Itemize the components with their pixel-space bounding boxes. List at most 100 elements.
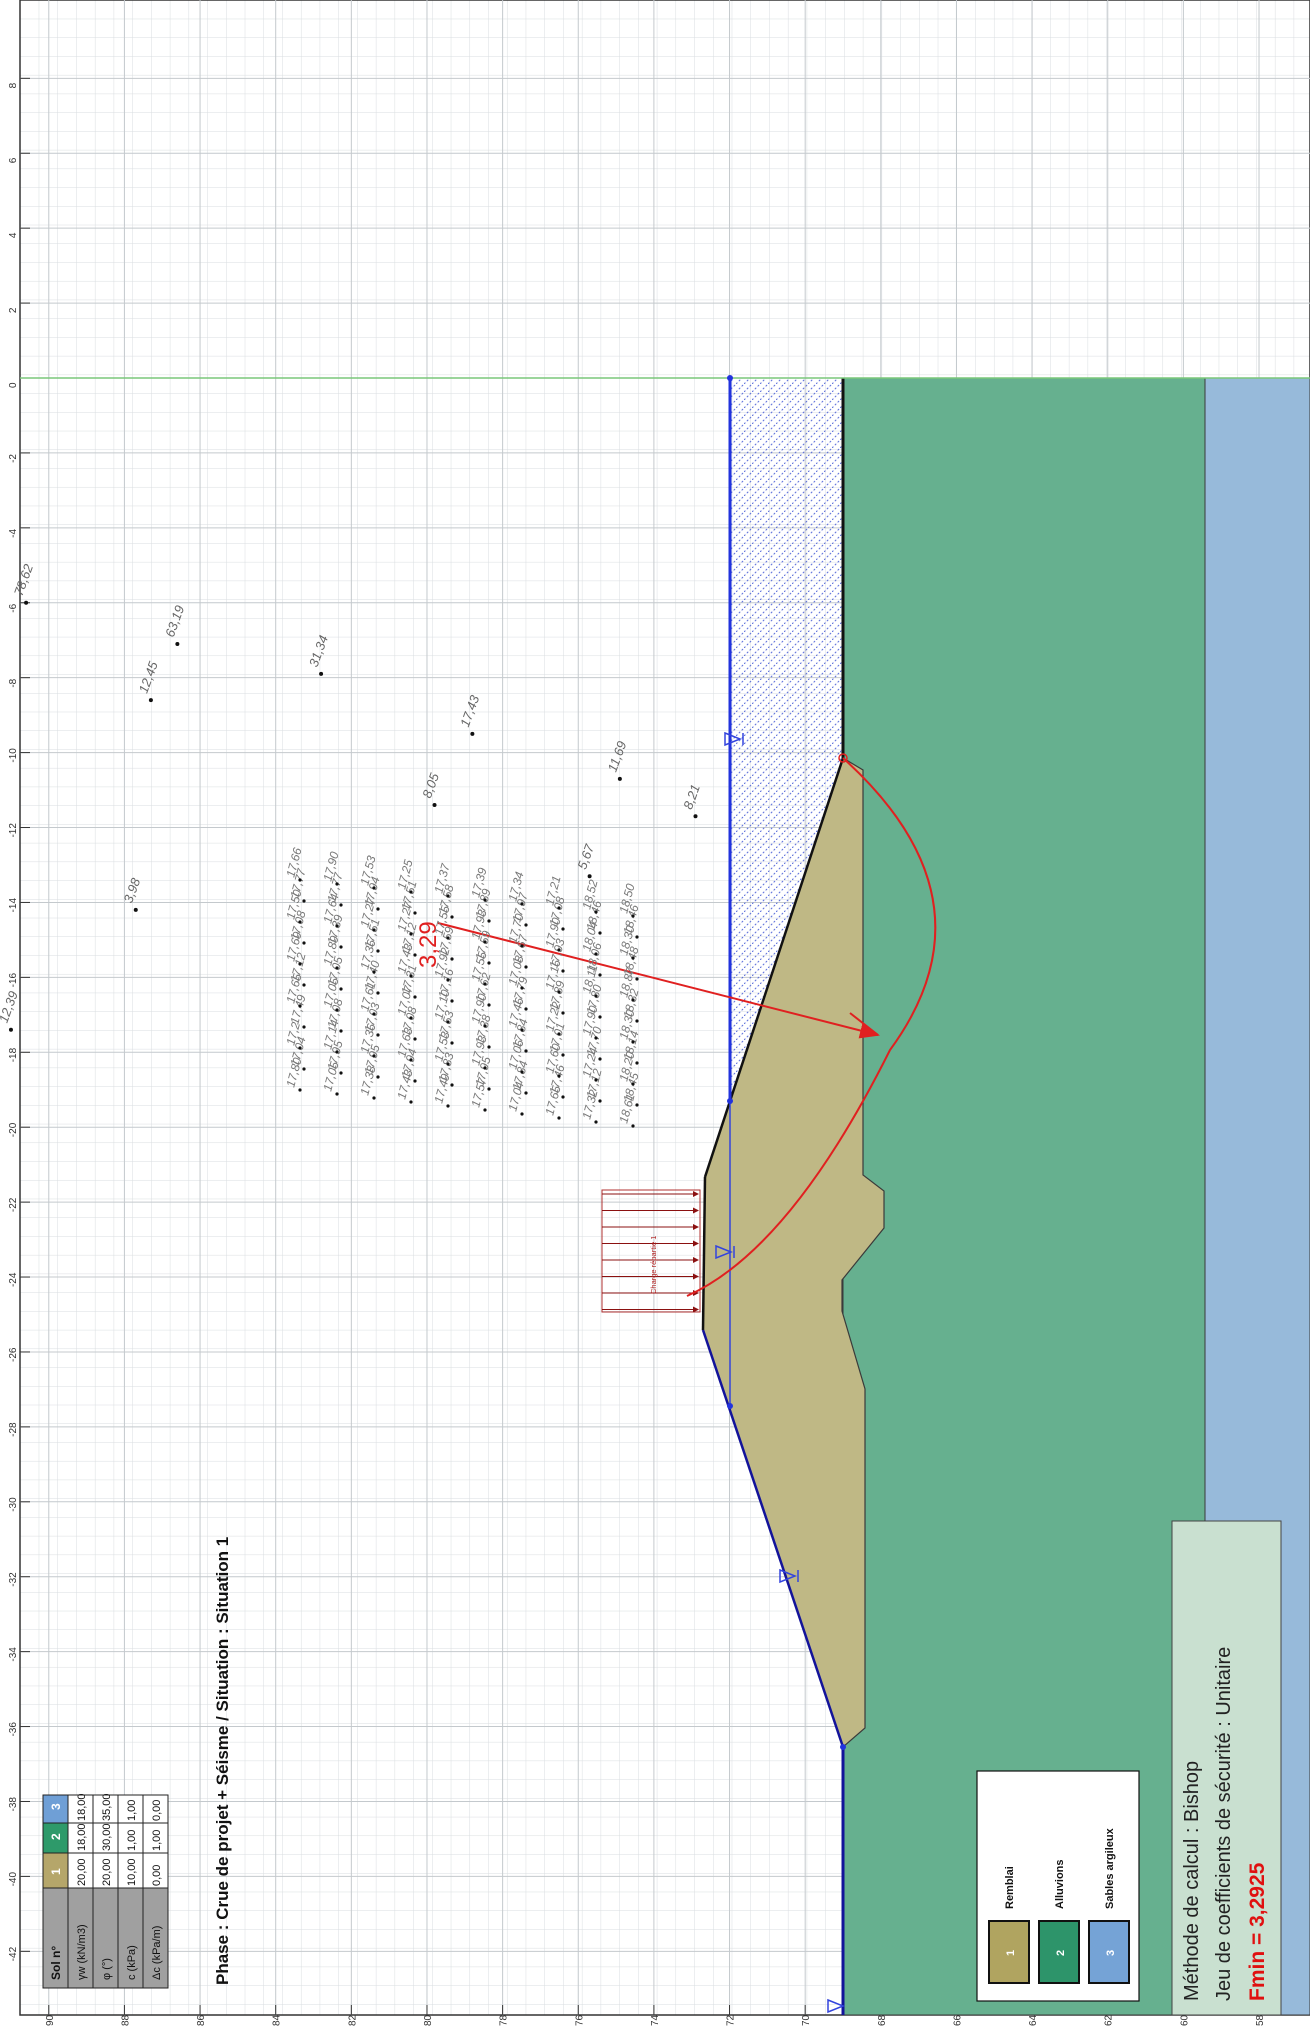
result-box: Méthode de calcul : Bishop Jeu de coeffi… — [1171, 1520, 1282, 2016]
load-area — [601, 1189, 701, 1313]
dense-center-factor-labels: 17,8017,0417,217,4917,6517,1217,6917,081… — [283, 846, 642, 1128]
circle-center-dot — [487, 961, 491, 965]
h-axis-tick-label: -34 — [8, 1647, 19, 1662]
circle-center-dot — [413, 1037, 417, 1041]
circle-center-dot — [413, 911, 417, 915]
circle-center-dot — [483, 940, 487, 944]
circle-center-dot — [557, 906, 561, 910]
circle-center-dot — [587, 874, 592, 879]
circle-center-dot — [148, 698, 153, 703]
circle-center-dot — [409, 1058, 413, 1062]
v-axis-tick-label: 88 — [120, 2014, 131, 2026]
circle-center-dot — [24, 600, 29, 605]
circle-center-dot — [376, 907, 380, 911]
result-box-frame — [1171, 1520, 1282, 2016]
h-axis-tick-label: -26 — [8, 1347, 19, 1362]
circle-center-dot — [635, 1103, 639, 1107]
soil-table-header-text: Sol n° — [49, 1946, 63, 1980]
circle-center-dot — [524, 965, 528, 969]
circle-center-dot — [635, 1019, 639, 1023]
h-axis-tick-label: -20 — [8, 1122, 19, 1137]
circle-center-dot — [483, 1066, 487, 1070]
h-axis-tick-label: -38 — [8, 1797, 19, 1812]
circle-center-dot — [487, 919, 491, 923]
water-body — [730, 378, 843, 1101]
fmin-text: Fmin = 3,2925 — [1246, 1862, 1269, 2001]
circle-center-dot — [372, 970, 376, 974]
circle-center-dot — [409, 1100, 413, 1104]
circle-center-dot — [175, 641, 180, 646]
h-axis-tick-label: -10 — [8, 748, 19, 763]
h-axis-tick-label: -30 — [8, 1497, 19, 1512]
h-axis-tick-label: -18 — [8, 1047, 19, 1062]
circle-center-dot — [520, 944, 524, 948]
circle-center-dot — [298, 920, 302, 924]
radius-line-2 — [849, 1012, 879, 1036]
h-axis-tick-label: -12 — [8, 823, 19, 838]
circle-center-dot — [594, 1120, 598, 1124]
v-axis-tick-label: 86 — [196, 2014, 207, 2026]
circle-center-dot — [561, 969, 565, 973]
soil-table-row-label: φ (°) — [101, 1958, 113, 1980]
circle-center-dot — [561, 1095, 565, 1099]
phreatic-point-1 — [727, 1098, 733, 1104]
soil-table-value: 10,00 — [126, 1858, 138, 1886]
legend-swatch — [1088, 1920, 1130, 1984]
circle-center-dot — [594, 910, 598, 914]
phreatic-point-3 — [840, 1744, 846, 1750]
circle-center-dot — [561, 1011, 565, 1015]
v-axis-tick-label: 76 — [574, 2014, 585, 2026]
circle-center-dot — [557, 948, 561, 952]
circle-center-dot — [598, 1099, 602, 1103]
circle-center-dot — [487, 1003, 491, 1007]
circle-center-dot — [520, 986, 524, 990]
circle-center-dot — [372, 1054, 376, 1058]
circle-center-dot — [635, 977, 639, 981]
legend-id: 2 — [1055, 1950, 1067, 1956]
legend-id: 3 — [1105, 1950, 1117, 1956]
h-axis-tick-label: 4 — [8, 232, 19, 238]
water-level-marker-icon — [779, 1568, 799, 1584]
soil-table-row-label: c (kPa) — [126, 1945, 138, 1980]
circle-center-dot — [409, 1016, 413, 1020]
legend-label: Remblai — [1004, 1866, 1016, 1909]
v-axis-tick-label: 82 — [347, 2014, 358, 2026]
circle-center-dot — [561, 1053, 565, 1057]
circle-center-dot — [409, 890, 413, 894]
circle-center-dot — [524, 1007, 528, 1011]
calc-method-text: Méthode de calcul : Bishop — [1181, 1761, 1203, 2001]
circle-center-dot — [372, 886, 376, 890]
circle-center-dot — [594, 1036, 598, 1040]
circle-center-dot — [598, 1057, 602, 1061]
circle-center-dot — [376, 1075, 380, 1079]
circle-center-dot — [483, 982, 487, 986]
circle-center-dot — [557, 1032, 561, 1036]
circle-center-dot — [631, 956, 635, 960]
circle-center-dot — [483, 1024, 487, 1028]
circle-center-dot — [335, 924, 339, 928]
soil-layers — [702, 377, 1310, 2016]
v-axis-tick-label: 60 — [1179, 2014, 1190, 2026]
load-label: Charge répartie 1 — [649, 1236, 658, 1294]
v-axis-tick-label: 80 — [423, 2014, 434, 2026]
circle-center-dot — [335, 1092, 339, 1096]
circle-center-dot — [557, 1116, 561, 1120]
circle-center-dot — [598, 931, 602, 935]
h-axis-tick-label: 0 — [8, 382, 19, 388]
v-axis-tick-label: 84 — [272, 2014, 283, 2026]
circle-center-dot — [413, 995, 417, 999]
circle-center-dot — [446, 1020, 450, 1024]
circle-center-dot — [594, 1078, 598, 1082]
circle-center-dot — [298, 1046, 302, 1050]
circle-center-dot — [446, 1062, 450, 1066]
circle-center-dot — [520, 902, 524, 906]
water-level-marker-icon — [715, 1244, 735, 1260]
circle-center-dot — [631, 914, 635, 918]
soil-table-header-text: 3 — [49, 1803, 63, 1810]
circle-center-dot — [339, 987, 343, 991]
safety-set-text: Jeu de coefficients de sécurité : Unitai… — [1213, 1647, 1235, 2001]
circle-center-dot — [483, 898, 487, 902]
soil-legend: 1 Remblai 2 Alluvions 3 Sables argileux — [976, 1770, 1140, 2002]
circle-center-dot — [409, 932, 413, 936]
